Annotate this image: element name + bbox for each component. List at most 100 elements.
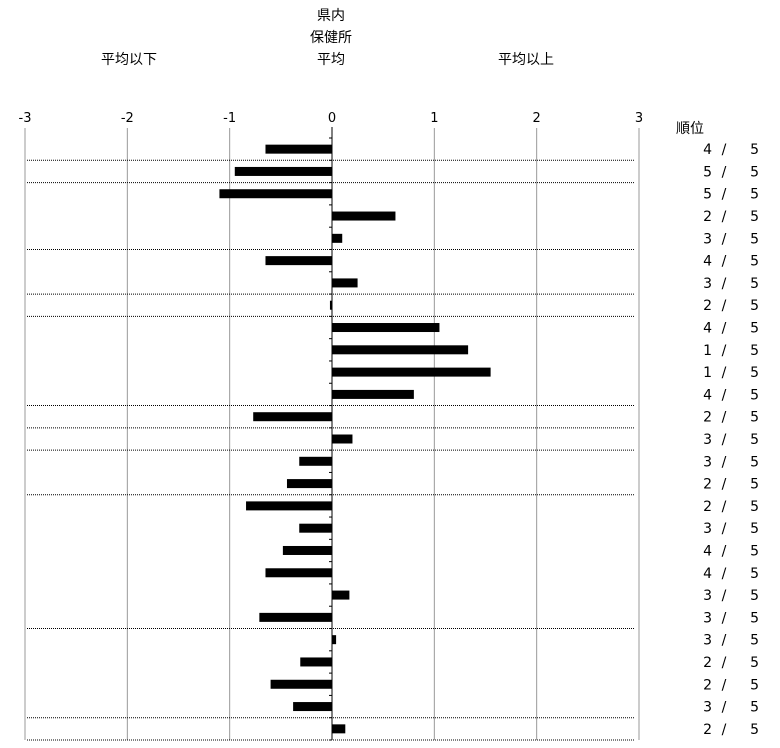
rank-separator: / [722,655,727,671]
rank-value: 4 [703,387,712,403]
bar [332,345,469,355]
rank-separator: / [722,566,727,582]
rank-separator: / [722,633,727,649]
rank-value: 1 [703,365,712,381]
bar [299,523,332,533]
bar [293,702,332,712]
rank-total: 5 [750,142,759,158]
rank-header: 順位 [676,121,704,137]
rank-total: 5 [750,410,759,426]
rank-total: 5 [750,677,759,693]
rank-total: 5 [750,610,759,626]
rank-total: 5 [750,454,759,470]
rank-separator: / [722,321,727,337]
prefecture-label-line2: 保健所 [310,30,352,46]
bar [332,434,353,444]
rank-value: 2 [703,477,712,493]
rank-total: 5 [750,477,759,493]
rank-separator: / [722,343,727,359]
bar [332,278,358,288]
rank-total: 5 [750,365,759,381]
x-tick-label: -2 [121,111,134,126]
rank-value: 3 [703,231,712,247]
rank-value: 3 [703,633,712,649]
rank-total: 5 [750,343,759,359]
rank-separator: / [722,187,727,203]
rank-separator: / [722,410,727,426]
rank-value: 2 [703,655,712,671]
bar [332,590,350,600]
bar [299,456,332,466]
rank-separator: / [722,610,727,626]
rank-value: 2 [703,298,712,314]
bar [332,233,343,243]
x-tick-label: 0 [328,111,336,126]
rank-total: 5 [750,566,759,582]
rank-value: 5 [703,164,712,180]
x-tick-label: 1 [430,111,438,126]
bar [332,211,396,221]
rank-total: 5 [750,298,759,314]
rank-value: 3 [703,588,712,604]
rank-separator: / [722,521,727,537]
rank-separator: / [722,499,727,515]
rank-separator: / [722,477,727,493]
rank-total: 5 [750,231,759,247]
bar [265,144,332,154]
x-tick-label: -1 [223,111,236,126]
x-tick-label: 2 [533,111,541,126]
bar [282,545,332,555]
bar [265,568,332,578]
bar [300,657,332,667]
bar [234,166,332,176]
above-average-label: 平均以上 [498,52,554,68]
x-axis-ticks: -3 -2 -1 0 1 2 3 [19,111,644,126]
bar [329,300,332,310]
rank-value: 2 [703,410,712,426]
bar [265,256,332,266]
bar [270,679,332,689]
rank-separator: / [722,164,727,180]
rank-value: 2 [703,209,712,225]
rank-separator: / [722,432,727,448]
bar [219,189,332,199]
rank-total: 5 [750,432,759,448]
rank-value: 2 [703,499,712,515]
rank-value: 4 [703,566,712,582]
rank-separator: / [722,454,727,470]
rank-total: 5 [750,387,759,403]
rank-total: 5 [750,276,759,292]
bar [332,635,337,645]
prefecture-label-line1: 県内 [317,8,345,24]
rank-value: 3 [703,700,712,716]
rank-total: 5 [750,321,759,337]
rank-total: 5 [750,521,759,537]
rank-separator: / [722,365,727,381]
rank-separator: / [722,254,727,270]
bar [332,724,346,734]
rank-value: 3 [703,521,712,537]
rank-value: 2 [703,677,712,693]
rank-total: 5 [750,543,759,559]
x-tick-label: 3 [635,111,643,126]
prefecture-label-line3: 平均 [317,52,345,68]
bars [219,144,491,734]
rank-total: 5 [750,633,759,649]
rank-value: 4 [703,543,712,559]
rank-total: 5 [750,722,759,738]
rank-separator: / [722,677,727,693]
rank-separator: / [722,700,727,716]
rank-total: 5 [750,499,759,515]
bar [286,479,332,489]
rank-value: 2 [703,722,712,738]
rank-separator: / [722,231,727,247]
rank-separator: / [722,722,727,738]
grid-lines [24,127,640,741]
bar [332,323,440,333]
rank-total: 5 [750,700,759,716]
x-tick-label: -3 [19,111,32,126]
rank-separator: / [722,543,727,559]
rank-separator: / [722,298,727,314]
